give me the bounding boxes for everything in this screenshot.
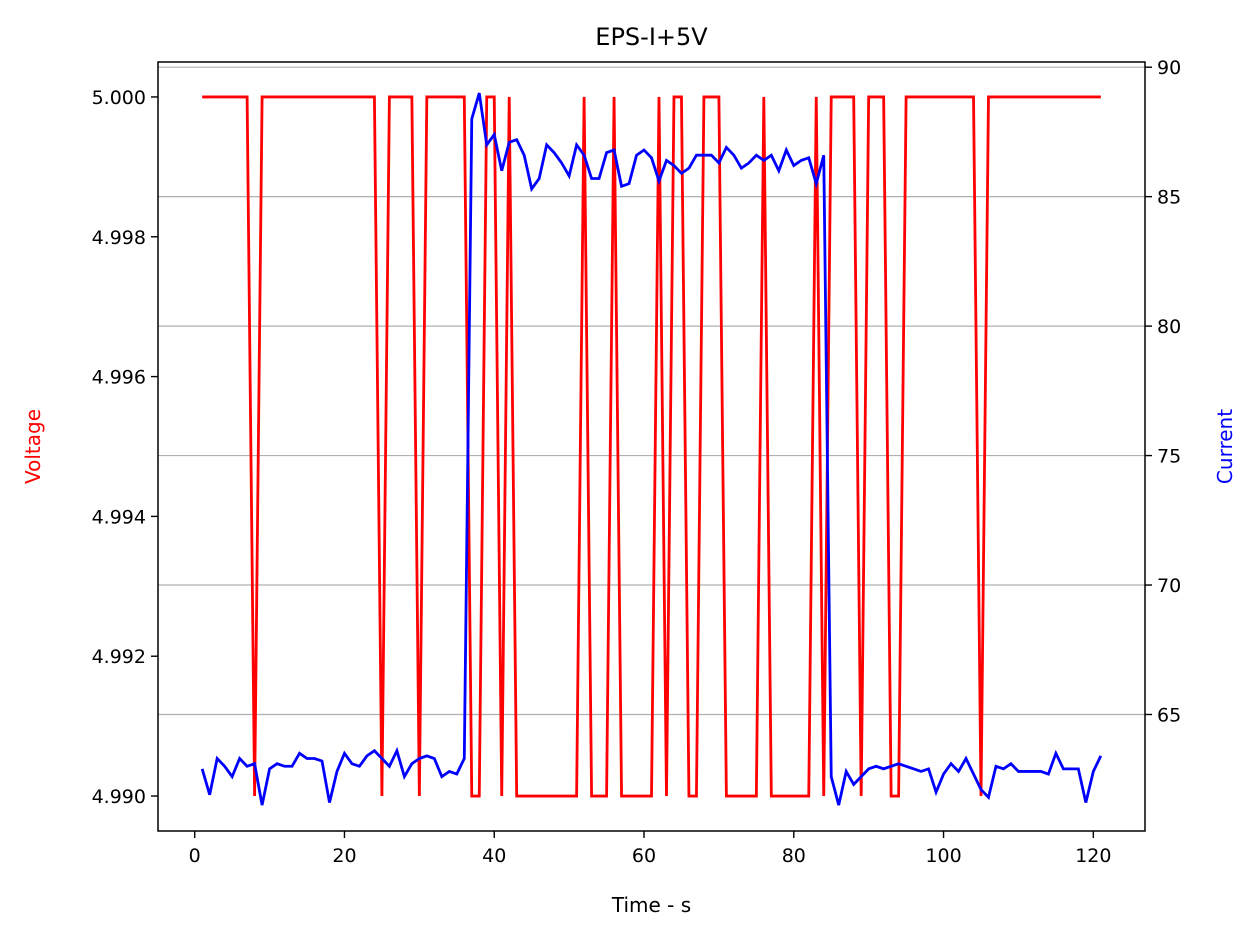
chart-title: EPS-I+5V xyxy=(595,23,708,51)
x-tick-label-3: 60 xyxy=(632,845,656,867)
left-y-axis-label: Voltage xyxy=(21,409,45,484)
x-tick-label-6: 120 xyxy=(1075,845,1111,867)
right-y-tick-label-1: 70 xyxy=(1157,575,1181,597)
current-series xyxy=(200,92,1103,806)
left-y-tick-label-0: 4.990 xyxy=(92,786,146,808)
current-line xyxy=(200,92,1103,806)
left-y-tick-label-2: 4.994 xyxy=(92,506,146,528)
plot-area-frame xyxy=(157,61,1146,832)
x-tick-label-4: 80 xyxy=(782,845,806,867)
x-axis: 0 20 40 60 80 100 120 xyxy=(189,831,1111,867)
grid-lines xyxy=(158,66,1145,716)
left-y-axis: 4.990 4.992 4.994 4.996 4.998 5.000 xyxy=(92,87,158,808)
x-tick-label-2: 40 xyxy=(482,845,506,867)
voltage-line xyxy=(202,95,1101,798)
left-y-tick-label-3: 4.996 xyxy=(92,367,146,389)
right-y-tick-label-2: 75 xyxy=(1157,446,1181,468)
right-y-axis-label: Current xyxy=(1213,409,1237,484)
x-tick-label-1: 20 xyxy=(332,845,356,867)
voltage-series xyxy=(202,95,1101,798)
left-y-tick-label-5: 5.000 xyxy=(92,87,146,109)
x-tick-label-5: 100 xyxy=(925,845,961,867)
left-y-tick-label-1: 4.992 xyxy=(92,646,146,668)
right-y-tick-label-0: 65 xyxy=(1157,704,1181,726)
right-y-tick-label-5: 90 xyxy=(1157,57,1181,79)
x-tick-label-0: 0 xyxy=(189,845,201,867)
right-y-tick-label-3: 80 xyxy=(1157,316,1181,338)
left-y-tick-label-4: 4.998 xyxy=(92,227,146,249)
right-y-tick-label-4: 85 xyxy=(1157,187,1181,209)
right-y-axis: 65 70 75 80 85 90 xyxy=(1145,57,1181,726)
x-axis-label: Time - s xyxy=(611,893,691,917)
